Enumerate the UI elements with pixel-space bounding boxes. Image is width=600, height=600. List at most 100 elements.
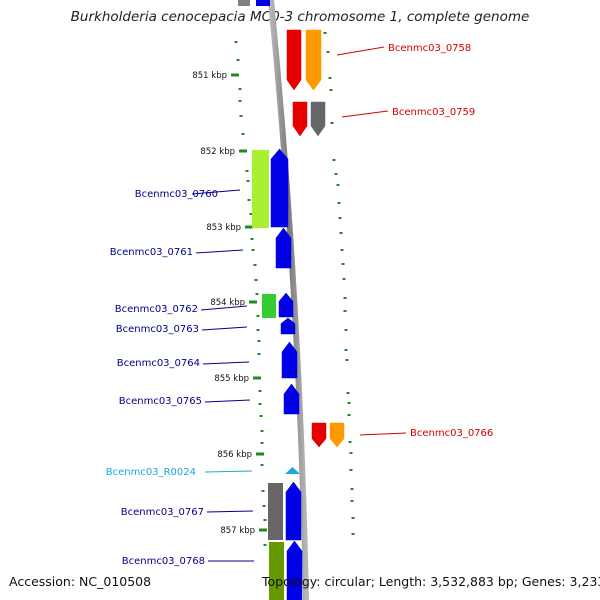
gene-feature[interactable] — [283, 383, 300, 415]
tick-dot — [236, 59, 240, 61]
gene-leader-line — [341, 110, 389, 118]
kbp-tick-label: 856 kbp — [217, 450, 252, 460]
gene-feature[interactable] — [285, 467, 300, 474]
gene-feature[interactable] — [275, 227, 292, 269]
gene-arrow — [270, 148, 289, 228]
gene-label[interactable]: Bcenmc03_0760 — [135, 189, 218, 200]
gene-label[interactable]: Bcenmc03_0768 — [122, 556, 205, 567]
gene-arrow — [275, 227, 292, 269]
tick-dot — [263, 544, 267, 546]
gene-label[interactable]: Bcenmc03_0759 — [392, 107, 475, 118]
trna-marker — [285, 467, 300, 474]
gene-leader-line — [201, 326, 248, 331]
gene-label[interactable]: Bcenmc03_0766 — [410, 428, 493, 439]
gene-label[interactable]: Bcenmc03_0758 — [388, 43, 471, 54]
tick-dot — [239, 115, 243, 117]
gene-leader-line — [206, 510, 254, 513]
gene-label[interactable]: Bcenmc03_0767 — [121, 507, 204, 518]
genome-backbone — [268, 0, 309, 600]
tick-dot — [260, 442, 264, 444]
tick-dot — [258, 390, 262, 392]
gene-label[interactable]: Bcenmc03_0764 — [117, 358, 200, 369]
gene-arrow — [278, 292, 294, 318]
gene-feature[interactable] — [262, 292, 294, 318]
gene-leader-line — [204, 470, 253, 473]
gene-feature[interactable] — [268, 481, 302, 541]
tick-dot — [257, 340, 261, 342]
gene-label[interactable]: Bcenmc03_R0024 — [106, 467, 196, 478]
gene-features[interactable] — [238, 0, 345, 600]
cog-arrow — [329, 422, 345, 448]
gene-feature[interactable] — [269, 540, 303, 600]
tick-dot — [349, 469, 353, 471]
kbp-tick-mark — [239, 149, 247, 153]
accession-value: NC_010508 — [79, 574, 152, 589]
tick-dot — [351, 517, 355, 519]
tick-dot — [257, 353, 261, 355]
tick-dot — [340, 249, 344, 251]
gene-leader-line — [195, 249, 244, 254]
kbp-tick-label: 853 kbp — [206, 223, 241, 233]
gene-leader-line — [336, 46, 385, 56]
kbp-tick-label: 857 kbp — [220, 526, 255, 536]
tick-dot — [245, 170, 249, 172]
tick-dot — [247, 199, 251, 201]
gene-leader-line — [204, 399, 251, 403]
gene-arrow — [281, 341, 298, 379]
gene-feature[interactable] — [292, 101, 326, 137]
tick-dot — [343, 310, 347, 312]
tick-dot — [260, 464, 264, 466]
tick-dot — [350, 488, 354, 490]
cog-block — [262, 294, 276, 318]
tick-dot — [347, 402, 351, 404]
tick-dot — [254, 279, 258, 281]
tick-dot — [261, 490, 265, 492]
kbp-tick-mark — [259, 528, 267, 532]
gene-feature[interactable] — [252, 148, 289, 228]
tick-dot — [255, 293, 259, 295]
cog-block — [268, 483, 283, 540]
tick-dot — [263, 519, 267, 521]
gene-label[interactable]: Bcenmc03_0763 — [116, 324, 199, 335]
gene-label[interactable]: Bcenmc03_0765 — [119, 396, 202, 407]
gene-leader-line — [202, 361, 250, 365]
gene-labels[interactable]: Bcenmc03_0758 Bcenmc03_0759 Bcenmc03_0760 B… — [106, 43, 493, 567]
tick-dot — [347, 414, 351, 416]
tick-dot — [338, 217, 342, 219]
gene-label[interactable]: Bcenmc03_0761 — [110, 247, 193, 258]
kbp-tick-label: 852 kbp — [200, 147, 235, 157]
tick-dot — [249, 213, 253, 215]
tick-dot — [344, 329, 348, 331]
kbp-tick-mark — [256, 452, 264, 456]
gene-arrow — [283, 383, 300, 415]
tick-dot — [341, 263, 345, 265]
gene-leader-line — [191, 189, 241, 195]
tick-dot — [349, 452, 353, 454]
kbp-tick-label: 855 kbp — [214, 374, 249, 384]
gene-arrow — [286, 29, 302, 91]
accession-label: Accession: — [9, 574, 76, 589]
gene-feature[interactable] — [286, 29, 322, 91]
tick-dot — [346, 392, 350, 394]
tick-dot — [238, 100, 242, 102]
tick-dot — [339, 232, 343, 234]
partial-gene — [238, 0, 250, 6]
tick-dots — [234, 32, 355, 546]
gene-feature[interactable] — [281, 341, 298, 379]
partial-gene — [256, 0, 270, 6]
gene-feature[interactable] — [280, 317, 296, 335]
kbp-tick-mark — [245, 225, 253, 229]
gene-arrow — [311, 422, 327, 448]
tick-dot — [256, 329, 260, 331]
gene-feature[interactable] — [311, 422, 345, 448]
kbp-tick-label: 851 kbp — [192, 71, 227, 81]
gene-label[interactable]: Bcenmc03_0762 — [115, 304, 198, 315]
tick-dot — [259, 415, 263, 417]
tick-dot — [345, 359, 349, 361]
tick-dot — [253, 264, 257, 266]
tick-dot — [332, 159, 336, 161]
tick-dot — [344, 349, 348, 351]
tick-dot — [350, 500, 354, 502]
